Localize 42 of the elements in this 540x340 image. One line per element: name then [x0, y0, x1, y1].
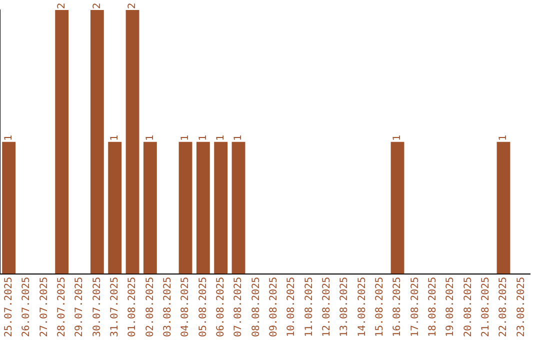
x-tick-label: 23.08.2025	[516, 276, 527, 338]
x-tick-label: 26.07.2025	[21, 276, 32, 338]
x-tick-label: 25.07.2025	[3, 276, 14, 338]
x-tick-label: 13.08.2025	[339, 276, 350, 338]
x-tick-label: 11.08.2025	[304, 276, 315, 338]
x-tick-label: 31.07.2025	[109, 276, 120, 338]
x-tick-label: 30.07.2025	[92, 276, 103, 338]
x-tick-label: 28.07.2025	[56, 276, 68, 338]
data-label: 1	[215, 134, 226, 141]
x-tick-label: 29.07.2025	[74, 276, 86, 338]
x-tick-label: 21.08.2025	[480, 276, 492, 338]
data-label: 1	[233, 134, 244, 141]
data-label: 1	[109, 134, 120, 141]
x-tick-label: 17.08.2025	[410, 276, 421, 338]
x-tick-label: 20.08.2025	[462, 276, 474, 338]
x-tick-label: 01.08.2025	[127, 276, 138, 338]
x-tick-label: 06.08.2025	[215, 276, 226, 338]
data-label: 1	[144, 134, 156, 141]
x-tick-label: 12.08.2025	[321, 276, 332, 338]
data-label: 2	[127, 2, 138, 9]
data-label: 1	[180, 134, 192, 141]
x-tick-label: 04.08.2025	[180, 276, 192, 338]
data-label: 2	[56, 2, 68, 9]
x-tick-label: 09.08.2025	[268, 276, 280, 338]
x-tick-label: 08.08.2025	[250, 276, 262, 338]
data-label: 1	[198, 134, 209, 141]
x-tick-label: 22.08.2025	[498, 276, 510, 338]
x-tick-label: 27.07.2025	[38, 276, 50, 338]
x-tick-label: 03.08.2025	[162, 276, 174, 338]
x-tick-label: 10.08.2025	[286, 276, 298, 338]
x-tick-label: 07.08.2025	[233, 276, 244, 338]
data-label: 1	[392, 134, 404, 141]
x-tick-label: 16.08.2025	[392, 276, 404, 338]
x-tick-label: 18.08.2025	[427, 276, 438, 338]
x-tick-label: 02.08.2025	[144, 276, 156, 338]
data-label: 1	[498, 134, 510, 141]
x-tick-label: 15.08.2025	[374, 276, 386, 338]
x-tick-label: 14.08.2025	[356, 276, 368, 338]
data-label: 2	[92, 2, 103, 9]
x-tick-label: 05.08.2025	[198, 276, 209, 338]
x-tick-label: 19.08.2025	[445, 276, 456, 338]
data-label: 1	[3, 134, 14, 141]
